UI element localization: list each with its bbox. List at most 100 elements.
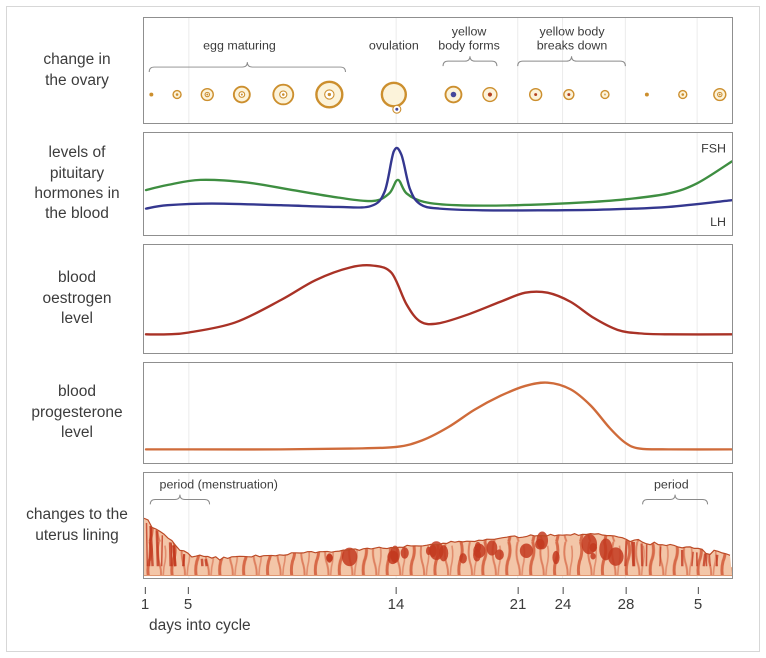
follicle-corpus-shrinking [528,87,543,102]
follicle-ovulation [380,81,407,114]
panel-label-ovary: change in the ovary [43,51,111,89]
pituitary-hormones-chart: FSH LH [144,133,732,235]
period-streak [708,553,711,567]
lining-blob [459,553,467,564]
oestrogen-chart [144,245,732,353]
follicle-corpus [482,86,498,103]
lining-blob [608,547,624,566]
period-streak [204,558,208,567]
follicle-primordial [644,92,649,97]
period-streak [624,540,628,567]
tick-mark [517,587,519,594]
lining-outline [144,517,731,561]
follicle-primary [172,89,182,100]
period-streak [149,525,154,567]
panel-hormones: FSH LH [143,132,733,236]
annotation-brace [517,56,626,67]
lining-blob [590,552,596,560]
x-axis-ticks: 1 5 14 21 24 28 5 [141,587,733,643]
panel-label-progesterone: blood progesterone level [31,383,123,442]
tick-mark [625,587,627,594]
x-axis-title: days into cycle [149,617,251,634]
period-streak [630,541,635,567]
tick-mark [144,587,146,594]
follicle-growing [200,87,214,102]
period-streak [160,535,164,567]
fsh-label: FSH [701,142,726,156]
tick-label: 21 [509,596,527,613]
axis-tick-5: 5 [694,587,702,613]
annotation-brace [442,56,498,67]
period-streak [156,531,160,567]
annotation-label: ovulation [369,38,419,52]
follicle-mature [315,80,344,109]
axis-tick-24: 24 [554,587,572,613]
lining-blob [473,543,486,558]
axis-spacer [11,587,143,643]
tick-mark [395,587,397,594]
follicle-corpus-remnant [600,89,610,100]
annotation-brace [149,494,211,505]
tick-mark [562,587,564,594]
lining-blob [519,543,533,558]
tick-label: 5 [183,596,193,613]
panel-label-hormones: levels of pituitary hormones in the bloo… [34,144,120,223]
lining-blob [326,553,333,563]
lh-label: LH [710,215,726,229]
follicle-primordial [149,92,154,97]
tick-label: 24 [554,596,572,613]
axis-tick-5: 5 [184,587,192,613]
lh-curve [144,146,732,212]
fsh-curve [144,160,732,207]
period-streak [155,530,159,567]
figure-frame: change in the ovary egg maturing ovulatio… [6,6,760,652]
annotation-brace [642,494,709,505]
lining-blob [536,531,549,550]
period-streak [691,551,694,567]
panel-oestrogen [143,244,733,354]
period-streak [168,542,173,567]
annotation-brace [148,62,346,72]
annotation-label: egg maturing [203,38,276,52]
follicle-corpus-shrinking [563,88,575,101]
period-streak [702,553,707,567]
annotation-label: period (menstruation) [160,478,278,492]
tick-label: 5 [693,596,703,613]
period-streak [640,543,644,567]
follicle-maturing [272,83,295,106]
lining-blob [400,547,409,559]
period-streak [172,545,177,567]
axis-tick-14: 14 [388,587,404,613]
lining-blob [552,550,560,565]
tick-mark [187,587,189,594]
lining-blob [341,547,358,567]
annotation-label: yellow [452,25,487,39]
panel-label-oestrogen: blood oestrogen level [42,269,112,328]
x-axis: 1 5 14 21 24 28 5 days into cycle [141,587,733,643]
lining-blob [581,534,598,555]
tick-mark [697,587,699,594]
progesterone-curve [144,381,732,451]
oestrogen-curve [144,263,732,336]
follicle-growing [713,87,727,102]
axis-tick-21: 21 [509,587,527,613]
axis-tick-28: 28 [617,587,635,613]
lining-blob [494,549,504,561]
lining-blob [486,540,498,556]
period-streak [145,522,149,567]
annotation-label: period [654,478,689,492]
lining-blob [390,551,399,562]
panel-label-lining: changes to the uterus lining [26,506,128,544]
follicle-primary [678,89,688,100]
uterus-lining-diagram: period (menstruation) period [144,473,732,578]
axis-tick-1: 1 [141,587,149,613]
follicle-corpus-new [444,85,463,104]
tick-label: 28 [617,596,635,613]
figure-grid: change in the ovary egg maturing ovulatio… [11,17,745,643]
follicle-growing [232,85,251,104]
lining-blob [429,544,437,557]
annotation-label: body forms [438,38,500,52]
annotation-label: breaks down [537,38,608,52]
period-streak [715,554,718,567]
